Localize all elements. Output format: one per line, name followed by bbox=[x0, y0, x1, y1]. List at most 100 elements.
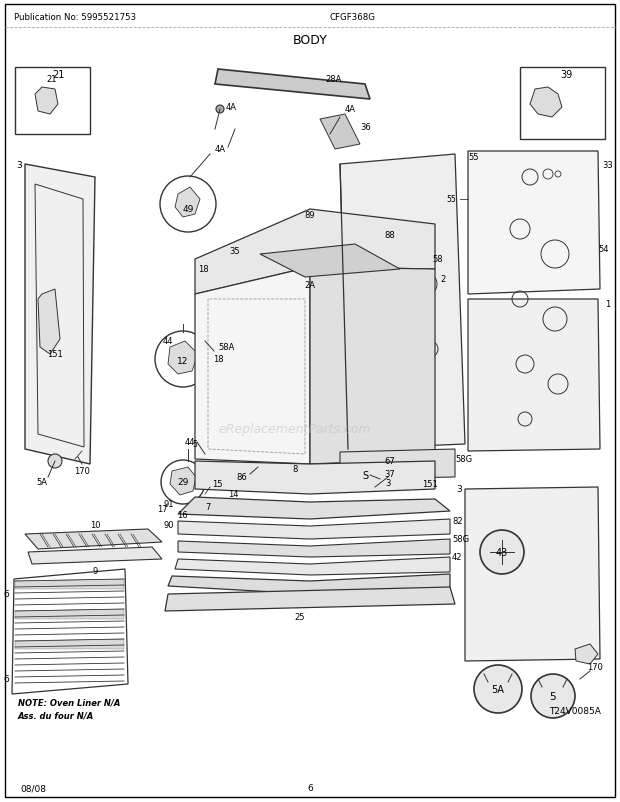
Text: 37: 37 bbox=[384, 470, 396, 479]
Polygon shape bbox=[168, 342, 198, 375]
Text: 90: 90 bbox=[164, 520, 174, 529]
Bar bbox=[360, 399, 400, 424]
Polygon shape bbox=[320, 115, 360, 150]
Text: 58A: 58A bbox=[218, 343, 234, 352]
Text: 151: 151 bbox=[47, 350, 63, 359]
Polygon shape bbox=[260, 245, 400, 277]
Text: 29: 29 bbox=[177, 478, 188, 487]
Text: BODY: BODY bbox=[293, 34, 327, 47]
Polygon shape bbox=[175, 188, 200, 217]
Text: 33: 33 bbox=[602, 160, 613, 169]
Polygon shape bbox=[25, 529, 162, 549]
Text: T24V0085A: T24V0085A bbox=[549, 707, 601, 715]
Polygon shape bbox=[178, 539, 450, 557]
Text: 18: 18 bbox=[198, 265, 208, 274]
Polygon shape bbox=[165, 587, 455, 611]
Polygon shape bbox=[340, 449, 455, 480]
Text: NOTE: Oven Liner N/A: NOTE: Oven Liner N/A bbox=[18, 698, 120, 707]
Polygon shape bbox=[15, 639, 124, 649]
Text: CFGF368G: CFGF368G bbox=[330, 14, 376, 22]
Polygon shape bbox=[15, 579, 124, 589]
Text: 3: 3 bbox=[456, 485, 462, 494]
Text: 43: 43 bbox=[496, 547, 508, 557]
Text: 67: 67 bbox=[384, 457, 396, 466]
Text: 58G: 58G bbox=[455, 455, 472, 464]
Text: 58G: 58G bbox=[452, 535, 469, 544]
Polygon shape bbox=[195, 461, 435, 494]
Polygon shape bbox=[25, 164, 95, 464]
Polygon shape bbox=[168, 574, 450, 594]
Text: 2A: 2A bbox=[304, 280, 316, 290]
Polygon shape bbox=[310, 268, 435, 464]
Polygon shape bbox=[468, 300, 600, 452]
Text: 49: 49 bbox=[182, 205, 193, 214]
Text: 55: 55 bbox=[446, 195, 456, 205]
Text: 3: 3 bbox=[385, 479, 391, 488]
Text: 86: 86 bbox=[237, 473, 247, 482]
Text: 21: 21 bbox=[46, 75, 57, 84]
Polygon shape bbox=[215, 70, 370, 100]
Text: 170: 170 bbox=[74, 467, 90, 476]
Bar bbox=[370, 345, 400, 365]
Polygon shape bbox=[28, 547, 162, 565]
Text: 5: 5 bbox=[192, 440, 197, 449]
Text: 17: 17 bbox=[157, 505, 167, 514]
Text: 8: 8 bbox=[292, 465, 298, 474]
Text: 170: 170 bbox=[587, 662, 603, 671]
Text: 36: 36 bbox=[360, 124, 371, 132]
Text: 39: 39 bbox=[560, 70, 572, 80]
Circle shape bbox=[216, 106, 224, 114]
Polygon shape bbox=[178, 497, 450, 520]
Text: 88: 88 bbox=[384, 230, 396, 239]
Text: 5A: 5A bbox=[492, 684, 505, 695]
Text: 15: 15 bbox=[212, 480, 223, 489]
Text: 10: 10 bbox=[90, 520, 100, 529]
Polygon shape bbox=[15, 610, 124, 619]
Polygon shape bbox=[195, 210, 435, 294]
Text: 4A: 4A bbox=[215, 145, 226, 154]
Bar bbox=[15, 68, 90, 135]
Text: 28A: 28A bbox=[325, 75, 342, 84]
Text: 91: 91 bbox=[164, 500, 174, 508]
Text: 21: 21 bbox=[52, 70, 64, 80]
Text: 08/08: 08/08 bbox=[20, 784, 46, 792]
Text: 42: 42 bbox=[452, 553, 463, 561]
Bar bbox=[520, 68, 605, 140]
Polygon shape bbox=[178, 520, 450, 539]
Circle shape bbox=[531, 674, 575, 718]
Circle shape bbox=[48, 455, 62, 468]
Text: 14: 14 bbox=[228, 490, 239, 499]
Text: 4A: 4A bbox=[226, 103, 237, 112]
Circle shape bbox=[480, 530, 524, 574]
Text: 35: 35 bbox=[229, 247, 241, 256]
Polygon shape bbox=[195, 268, 310, 464]
Circle shape bbox=[474, 665, 522, 713]
Text: 58: 58 bbox=[432, 255, 443, 264]
Text: 55: 55 bbox=[469, 152, 479, 161]
Polygon shape bbox=[575, 644, 598, 664]
Text: 6: 6 bbox=[307, 784, 313, 792]
Text: Publication No: 5995521753: Publication No: 5995521753 bbox=[14, 14, 136, 22]
Text: 44: 44 bbox=[185, 438, 195, 447]
Polygon shape bbox=[530, 88, 562, 118]
Text: 5A: 5A bbox=[37, 478, 48, 487]
Text: 9: 9 bbox=[92, 567, 97, 576]
Text: 3: 3 bbox=[16, 160, 22, 169]
Polygon shape bbox=[38, 290, 60, 354]
Text: 1: 1 bbox=[605, 300, 610, 309]
Text: S: S bbox=[362, 471, 368, 480]
Text: 7: 7 bbox=[205, 503, 211, 512]
Text: 6: 6 bbox=[3, 674, 9, 683]
Text: 54: 54 bbox=[598, 245, 608, 254]
Text: Ass. du four N/A: Ass. du four N/A bbox=[18, 711, 94, 719]
Text: 18: 18 bbox=[213, 355, 224, 364]
Text: 4A: 4A bbox=[345, 105, 356, 115]
Polygon shape bbox=[340, 155, 465, 449]
Polygon shape bbox=[175, 557, 450, 575]
Polygon shape bbox=[170, 468, 196, 496]
Polygon shape bbox=[465, 488, 600, 661]
Text: 82: 82 bbox=[452, 516, 463, 526]
Text: 12: 12 bbox=[177, 357, 188, 366]
Text: 5: 5 bbox=[550, 691, 556, 701]
Text: 16: 16 bbox=[177, 510, 187, 519]
